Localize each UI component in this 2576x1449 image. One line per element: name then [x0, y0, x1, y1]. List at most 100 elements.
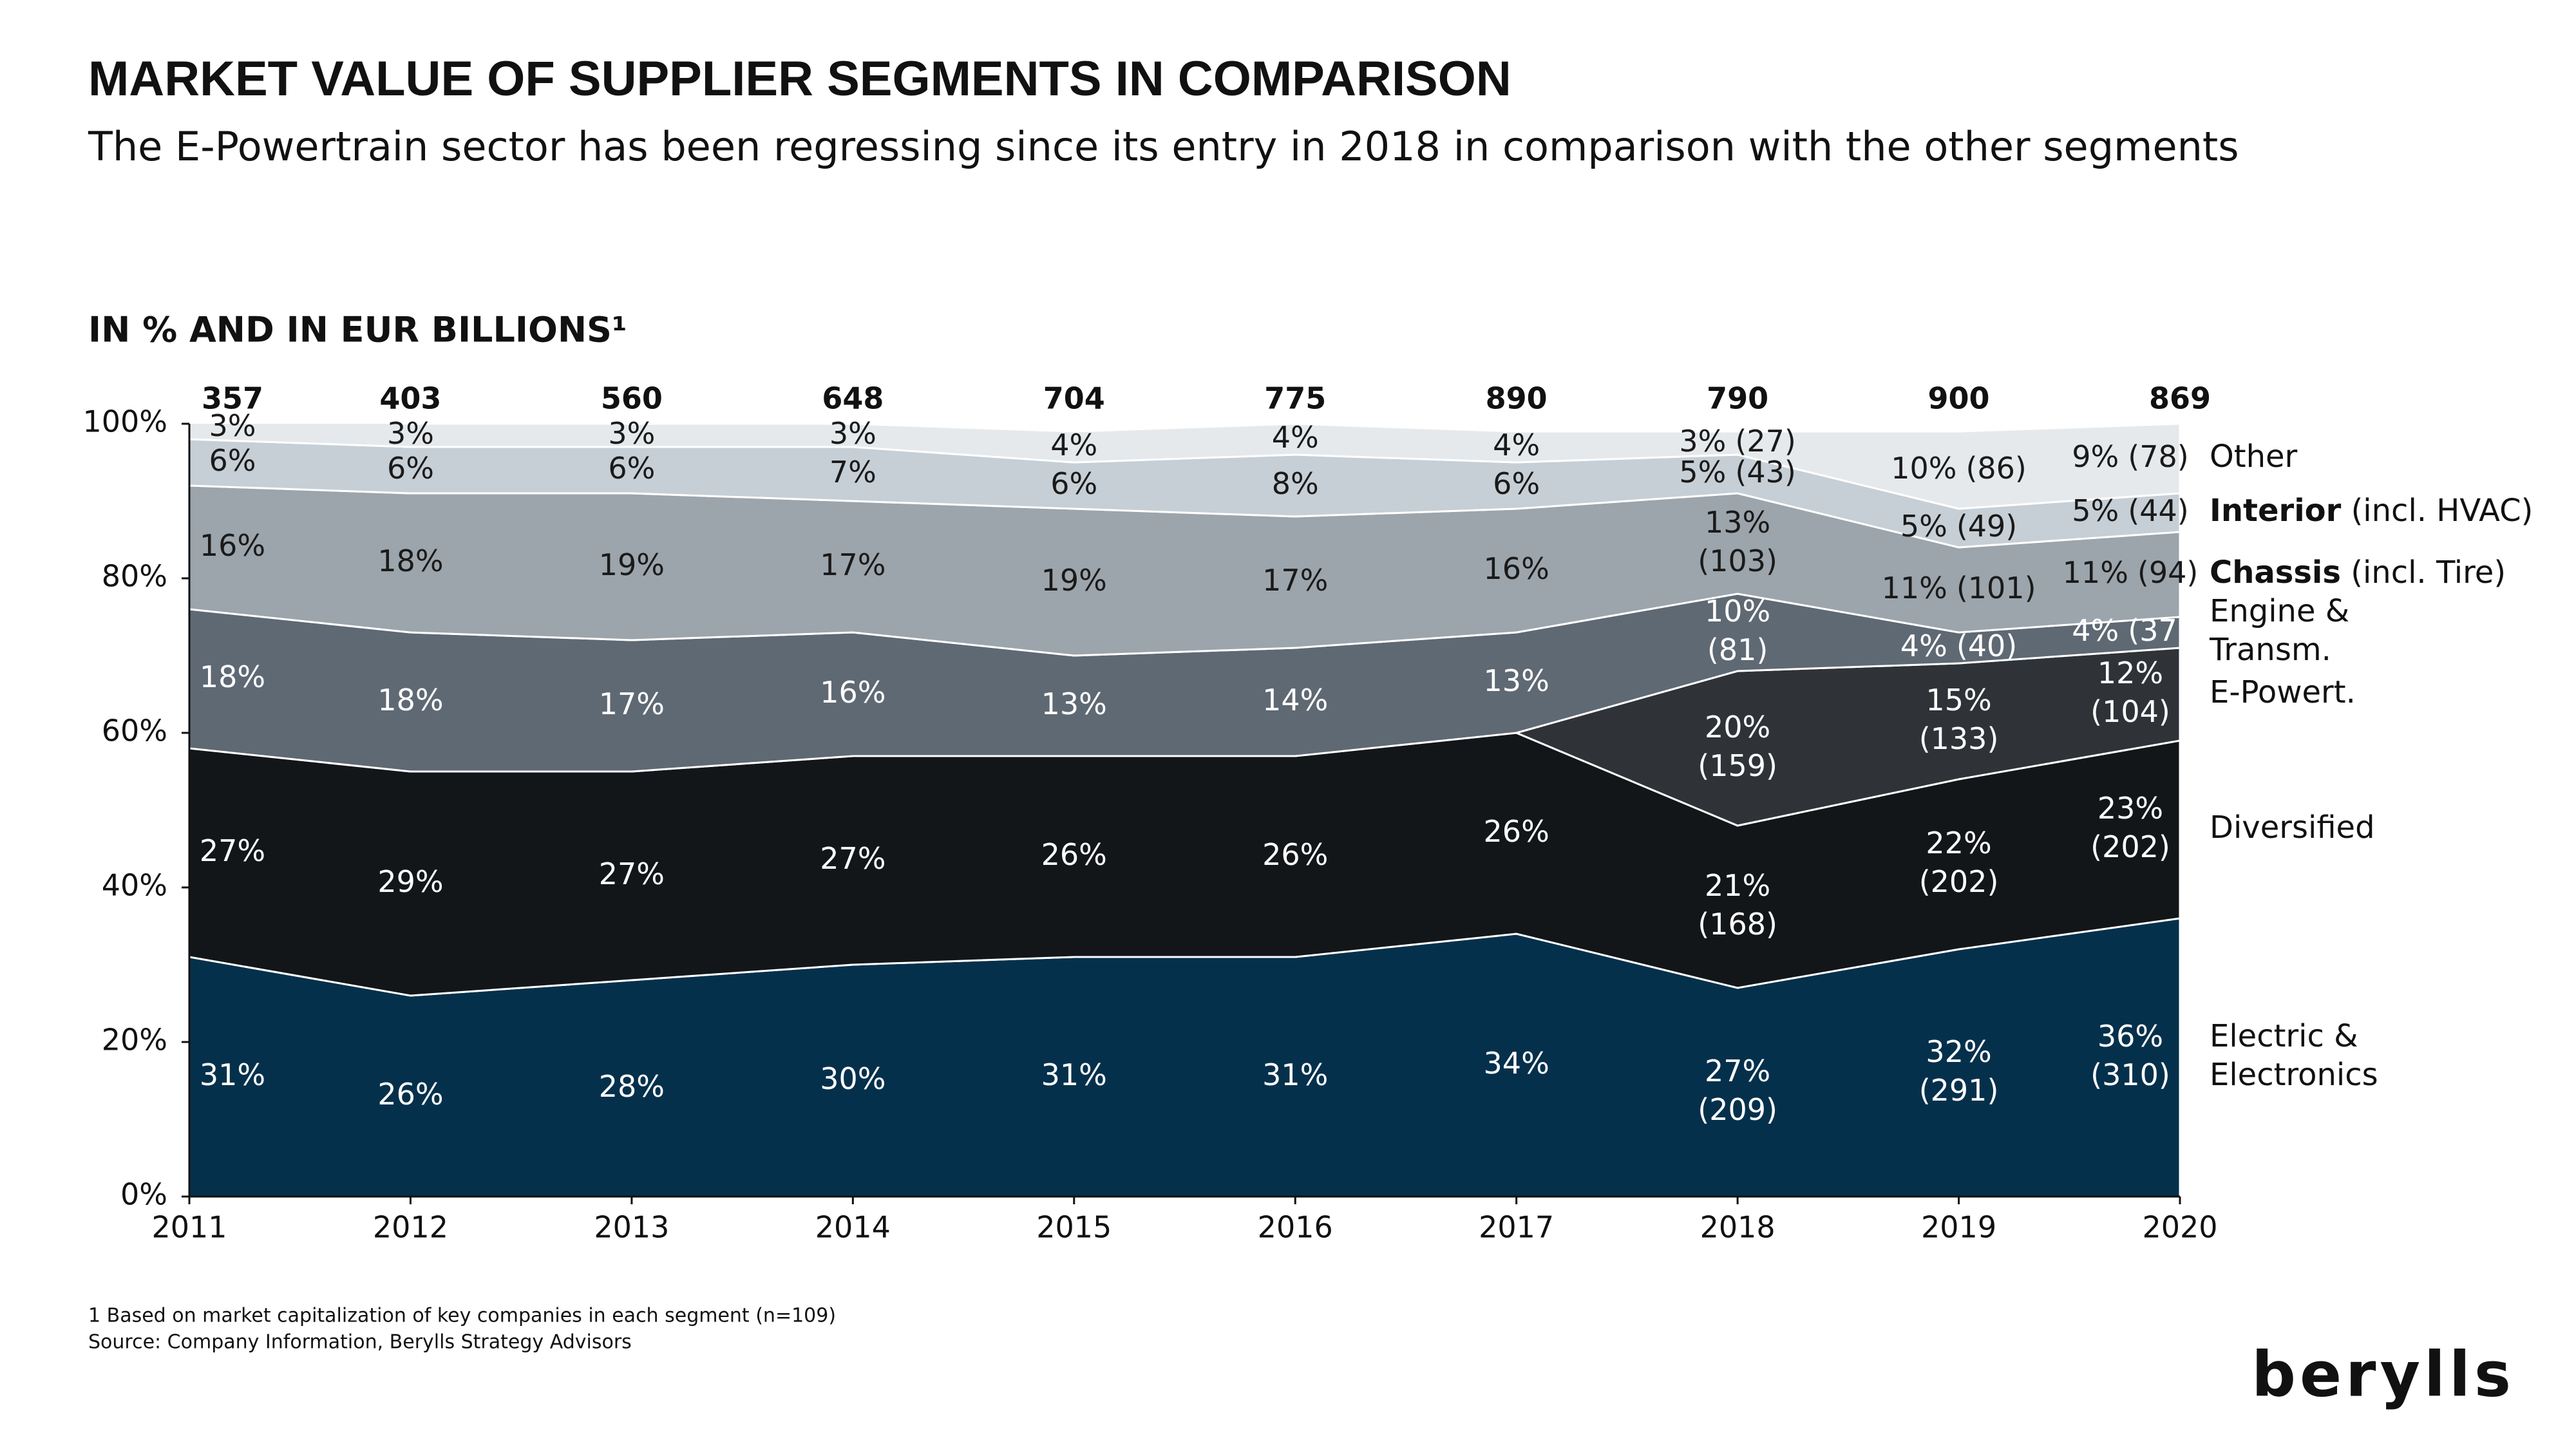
data-label: 16%	[820, 675, 886, 710]
data-label-value: 28%	[599, 1069, 665, 1104]
data-label-value: 8%	[1272, 466, 1319, 501]
x-tick-label: 2014	[815, 1210, 891, 1245]
data-label-value: 18%	[377, 544, 443, 578]
data-label-amount: (40)	[1956, 629, 2017, 663]
legend-entry: Other	[2210, 439, 2298, 475]
data-label-value: 13%	[1041, 687, 1107, 721]
total-label: 704	[1043, 381, 1105, 416]
data-label: 18%	[377, 683, 443, 717]
data-label-value: 31%	[200, 1057, 265, 1092]
data-label-value: 32%	[1926, 1034, 1991, 1069]
data-label-value: 16%	[1484, 551, 1549, 586]
data-label: 3% (27)	[1679, 424, 1795, 459]
data-label: 6%	[608, 451, 655, 486]
data-label-amount: (81)	[1707, 632, 1768, 667]
chart-title: MARKET VALUE OF SUPPLIER SEGMENTS IN COM…	[88, 52, 1511, 106]
data-label-value: 7%	[829, 455, 876, 489]
data-label-value: 11%	[2063, 555, 2128, 590]
data-label-value: 19%	[599, 547, 665, 582]
footnote: 1 Based on market capitalization of key …	[88, 1305, 836, 1327]
data-label-amount: (202)	[1919, 864, 1999, 899]
data-label-value: 29%	[377, 864, 443, 899]
data-label: 19%	[599, 547, 665, 582]
data-label-value: 4%	[1050, 428, 1097, 462]
data-label-value: 4%	[1900, 629, 1947, 663]
data-label-amount: (37)	[2128, 613, 2188, 648]
legend-entry: Electric & Electronics	[2210, 1018, 2378, 1093]
data-label: 11% (94)	[2063, 555, 2199, 590]
data-label-value: 26%	[1262, 837, 1328, 872]
data-label: 26%	[1041, 837, 1107, 872]
data-label: 8%	[1272, 466, 1319, 501]
data-label-value: 14%	[1262, 683, 1328, 717]
total-label: 869	[2149, 381, 2211, 416]
data-label: 3%	[387, 416, 434, 451]
data-label-value: 17%	[599, 687, 665, 721]
data-label: 6%	[1050, 466, 1097, 501]
y-tick-label: 20%	[102, 1023, 167, 1057]
data-label: 22% (202)	[1919, 826, 1999, 899]
data-label-value: 31%	[1262, 1057, 1328, 1092]
data-label-amount: (27)	[1735, 424, 1795, 459]
data-label-value: 4%	[1493, 428, 1540, 462]
area	[189, 424, 2180, 510]
total-label: 357	[202, 381, 263, 416]
data-label: 5% (49)	[1900, 509, 2017, 544]
data-label: 17%	[1262, 563, 1328, 598]
data-label-value: 27%	[599, 857, 665, 891]
data-label: 20% (159)	[1698, 710, 1777, 783]
legend-entry: Diversified	[2210, 810, 2375, 846]
data-label-value: 27%	[1705, 1054, 1770, 1088]
data-label-value: 22%	[1926, 826, 1991, 860]
data-label: 17%	[599, 687, 665, 721]
y-tick-label: 80%	[102, 559, 167, 594]
total-label: 900	[1928, 381, 1990, 416]
chart-subtitle: The E-Powertrain sector has been regress…	[88, 123, 2239, 170]
legend-entry: Interior (incl. HVAC)	[2210, 493, 2533, 529]
total-label: 403	[379, 381, 441, 416]
data-label-value: 5%	[1679, 455, 1726, 489]
data-label: 13% (103)	[1698, 505, 1777, 578]
data-label: 27% (209)	[1698, 1054, 1777, 1127]
data-label: 6%	[1493, 466, 1540, 501]
data-label-value: 12%	[2098, 656, 2163, 690]
data-label: 3%	[608, 416, 655, 451]
data-label-value: 6%	[1050, 466, 1097, 501]
data-label: 14%	[1262, 683, 1328, 717]
data-label-amount: (43)	[1735, 455, 1795, 489]
data-label-value: 16%	[820, 675, 886, 710]
data-label: 10% (81)	[1705, 594, 1770, 667]
data-label-value: 3%	[209, 408, 256, 443]
data-label: 18%	[377, 544, 443, 578]
data-label-value: 26%	[377, 1077, 443, 1112]
unit-label: IN % AND IN EUR BILLIONS¹	[88, 310, 627, 350]
y-tick-label: 60%	[102, 714, 167, 748]
data-label-amount: (78)	[2128, 439, 2188, 474]
data-label-value: 6%	[608, 451, 655, 486]
data-label: 31%	[1262, 1057, 1328, 1092]
data-label-value: 10%	[1891, 451, 1956, 486]
x-tick-label: 2020	[2142, 1210, 2217, 1245]
data-label-value: 9%	[2072, 439, 2119, 474]
data-label-amount: (159)	[1698, 748, 1777, 783]
y-tick-label: 0%	[120, 1177, 167, 1212]
data-label: 6%	[209, 443, 256, 478]
x-tick-label: 2015	[1036, 1210, 1112, 1245]
data-label: 32% (291)	[1919, 1034, 1999, 1108]
data-label: 30%	[820, 1061, 886, 1096]
data-label-value: 3%	[829, 416, 876, 451]
data-label-value: 26%	[1041, 837, 1107, 872]
data-label-amount: (94)	[2137, 555, 2198, 590]
data-label: 13%	[1484, 663, 1549, 698]
data-label: 31%	[1041, 1057, 1107, 1092]
data-label: 10% (86)	[1891, 451, 2027, 486]
data-label-value: 11%	[1882, 571, 1947, 605]
data-label: 4% (37)	[2072, 613, 2188, 648]
plot-area	[189, 424, 2180, 1197]
data-label-value: 17%	[820, 547, 886, 582]
data-label-value: 34%	[1484, 1046, 1549, 1081]
logo: berylls	[2251, 1338, 2515, 1410]
data-label-amount: (310)	[2090, 1057, 2170, 1092]
data-label-value: 3%	[608, 416, 655, 451]
